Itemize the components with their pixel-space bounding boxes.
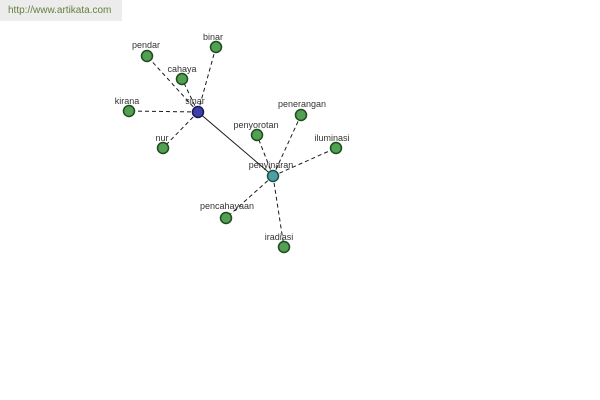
node-cahaya[interactable]	[175, 72, 189, 86]
node-label-iluminasi[interactable]: iluminasi	[314, 133, 349, 143]
address-bar: http://www.artikata.com	[0, 0, 122, 21]
node-kirana[interactable]	[122, 104, 136, 118]
node-nur[interactable]	[156, 141, 170, 155]
node-label-pencahayaan[interactable]: pencahayaan	[200, 201, 254, 211]
edge-penyinaran-iradiasi	[272, 175, 285, 248]
node-label-pendar[interactable]: pendar	[132, 40, 160, 50]
node-label-penerangan[interactable]: penerangan	[278, 99, 326, 109]
edge-sinar-pendar	[146, 55, 199, 113]
node-sinar[interactable]	[191, 105, 205, 119]
node-label-cahaya[interactable]: cahaya	[167, 64, 196, 74]
node-label-penyinaran[interactable]: penyinaran	[249, 160, 294, 170]
node-label-binar[interactable]: binar	[203, 32, 223, 42]
edge-penyinaran-pencahayaan	[225, 175, 274, 219]
edge-penyinaran-penyorotan	[256, 134, 274, 177]
node-label-kirana[interactable]: kirana	[115, 96, 140, 106]
node-iluminasi[interactable]	[329, 141, 343, 155]
edge-sinar-kirana	[128, 110, 199, 113]
edge-penyinaran-iluminasi	[272, 147, 337, 177]
node-pencahayaan[interactable]	[219, 211, 233, 225]
node-label-sinar[interactable]: sinar	[185, 96, 205, 106]
edge-sinar-penyinaran	[197, 111, 274, 177]
node-binar[interactable]	[209, 40, 223, 54]
url-text: http://www.artikata.com	[8, 5, 112, 16]
node-pendar[interactable]	[140, 49, 154, 63]
node-penyinaran[interactable]	[266, 169, 280, 183]
node-penyorotan[interactable]	[250, 128, 264, 142]
node-label-nur[interactable]: nur	[155, 133, 168, 143]
node-label-iradiasi[interactable]: iradiasi	[265, 232, 294, 242]
edge-sinar-nur	[162, 111, 199, 149]
node-iradiasi[interactable]	[277, 240, 291, 254]
node-penerangan[interactable]	[294, 108, 308, 122]
node-label-penyorotan[interactable]: penyorotan	[233, 120, 278, 130]
edge-sinar-binar	[197, 46, 217, 113]
